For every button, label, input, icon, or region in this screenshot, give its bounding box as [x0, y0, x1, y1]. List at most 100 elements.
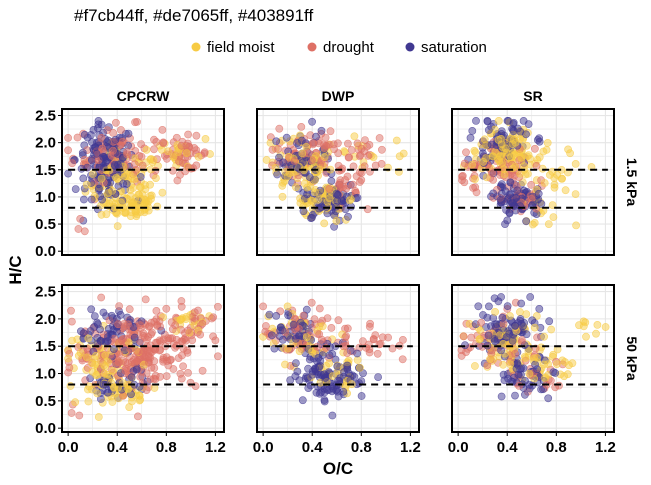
point-saturation — [108, 314, 117, 322]
point-saturation — [505, 329, 514, 338]
point-field-moist — [110, 383, 118, 392]
point-field-moist — [557, 174, 566, 183]
point-drought — [173, 176, 182, 185]
point-field-moist — [84, 334, 93, 343]
point-field-moist — [281, 167, 290, 176]
point-drought — [398, 335, 407, 344]
point-saturation — [537, 199, 546, 208]
point-field-moist — [119, 379, 127, 387]
point-field-moist — [471, 148, 480, 157]
y-tick-label: 1.5 — [35, 338, 56, 355]
point-saturation — [508, 336, 517, 345]
point-drought — [179, 362, 187, 371]
point-drought — [121, 358, 130, 367]
point-drought — [213, 352, 222, 361]
point-field-moist — [314, 195, 323, 204]
point-field-moist — [345, 196, 354, 205]
point-saturation — [275, 153, 283, 162]
point-field-moist — [320, 153, 329, 161]
point-saturation — [273, 170, 282, 179]
point-drought — [64, 146, 72, 155]
point-drought — [156, 337, 165, 346]
point-drought — [343, 324, 352, 333]
point-field-moist — [520, 162, 528, 171]
point-drought — [124, 320, 132, 329]
point-drought — [158, 125, 167, 134]
point-saturation — [111, 135, 120, 144]
point-drought — [152, 306, 161, 315]
point-saturation — [521, 390, 529, 399]
point-saturation — [339, 387, 348, 396]
point-field-moist — [561, 358, 569, 366]
y-tick-label: 2.0 — [35, 311, 56, 328]
point-drought — [194, 306, 202, 315]
x-tick-label: 0.4 — [302, 439, 324, 456]
point-drought — [137, 140, 145, 148]
point-field-moist — [291, 183, 300, 192]
point-field-moist — [571, 190, 580, 198]
y-tick-label: 2.5 — [35, 108, 56, 125]
point-saturation — [79, 174, 88, 183]
point-saturation — [71, 185, 80, 193]
point-field-moist — [105, 199, 113, 208]
point-drought — [343, 349, 352, 357]
point-saturation — [357, 392, 366, 400]
point-saturation — [98, 195, 106, 204]
point-saturation — [90, 312, 99, 320]
point-field-moist — [511, 162, 520, 171]
point-drought — [336, 176, 345, 184]
point-saturation — [303, 373, 312, 382]
point-drought — [347, 146, 356, 154]
panel-border — [451, 284, 615, 433]
point-drought — [326, 127, 335, 136]
point-saturation — [328, 411, 337, 420]
facet-row-label: 1.5 kPa — [624, 158, 640, 206]
x-tick-label: 0.0 — [448, 439, 469, 456]
point-saturation — [92, 149, 101, 158]
x-tick-label: 1.2 — [205, 439, 226, 456]
point-field-moist — [547, 325, 556, 334]
point-drought — [198, 366, 207, 375]
point-drought — [375, 134, 384, 142]
facet-column-label: DWP — [322, 88, 355, 104]
point-drought — [138, 161, 147, 170]
point-field-moist — [76, 348, 85, 357]
point-drought — [532, 161, 541, 170]
point-field-moist — [530, 218, 539, 227]
point-drought — [343, 139, 352, 148]
y-tick-label: 2.5 — [35, 284, 56, 301]
point-saturation — [91, 143, 100, 151]
point-drought — [142, 386, 151, 394]
point-drought — [462, 148, 470, 157]
point-drought — [136, 337, 144, 346]
point-drought — [144, 358, 153, 367]
point-drought — [515, 381, 523, 390]
x-tick-label: 0.8 — [351, 439, 372, 456]
y-tick-label: 1.0 — [35, 366, 56, 383]
point-field-moist — [572, 221, 580, 230]
point-saturation — [512, 364, 521, 373]
point-field-moist — [601, 323, 610, 331]
point-drought — [323, 314, 332, 322]
point-field-moist — [516, 308, 524, 316]
point-saturation — [519, 322, 527, 331]
point-drought — [365, 348, 374, 357]
point-field-moist — [194, 152, 203, 161]
point-field-moist — [482, 173, 491, 182]
point-drought — [377, 159, 386, 168]
point-field-moist — [164, 147, 172, 156]
point-drought — [355, 178, 364, 186]
point-saturation — [524, 120, 533, 128]
panel-sr-1-5-kpa — [451, 108, 615, 256]
legend-key-saturation — [405, 42, 415, 52]
point-drought — [198, 319, 207, 328]
x-tick-label: 1.2 — [400, 439, 421, 456]
point-drought — [343, 172, 352, 181]
point-field-moist — [84, 397, 93, 406]
point-drought — [136, 372, 145, 381]
point-drought — [315, 304, 324, 313]
points — [64, 117, 214, 236]
point-drought — [114, 320, 122, 329]
point-field-moist — [315, 322, 324, 331]
point-field-moist — [544, 220, 553, 228]
